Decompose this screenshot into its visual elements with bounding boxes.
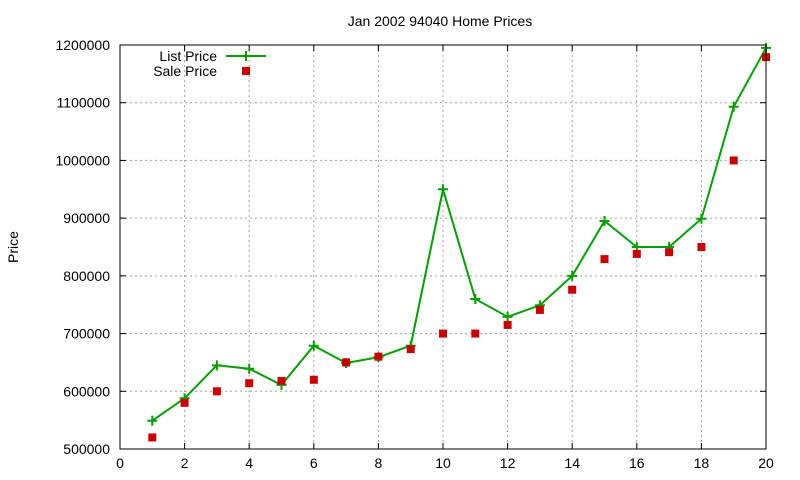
x-tick-label: 6 <box>310 455 318 471</box>
data-point-sale-price <box>697 243 706 251</box>
x-tick-label: 8 <box>375 455 383 471</box>
data-point-sale-price <box>342 358 351 367</box>
legend-marker-sale-price <box>242 67 250 75</box>
data-point-sale-price <box>439 329 447 338</box>
data-point-list-price <box>599 216 610 227</box>
y-tick-label: 1100000 <box>57 95 111 111</box>
x-tick-label: 12 <box>500 455 516 471</box>
data-point-sale-price <box>665 248 674 257</box>
data-point-list-price <box>438 184 448 195</box>
data-point-sale-price <box>212 387 221 396</box>
data-point-sale-price <box>729 156 738 165</box>
legend-label-list-price: List Price <box>159 48 217 64</box>
data-point-sale-price <box>406 345 415 354</box>
legend: List Price Sale Price <box>153 48 266 79</box>
x-tick-label: 16 <box>629 455 645 471</box>
data-point-sale-price <box>277 376 286 385</box>
y-tick-label: 800000 <box>63 268 110 284</box>
x-tick-label: 20 <box>758 455 774 471</box>
y-tick-label: 700000 <box>63 326 110 342</box>
data-point-list-price <box>244 363 255 374</box>
data-point-sale-price <box>632 249 641 258</box>
data-point-list-price <box>502 311 513 322</box>
data-point-sale-price <box>374 352 383 361</box>
data-point-list-price <box>147 415 158 426</box>
chart-title: Jan 2002 94040 Home Prices <box>348 13 532 29</box>
data-point-list-price <box>567 270 578 281</box>
y-axis-label: Price <box>5 231 21 263</box>
data-point-list-price <box>308 340 319 351</box>
data-point-sale-price <box>568 285 577 294</box>
y-tick-label: 1200000 <box>55 37 110 53</box>
series-layer <box>147 42 771 442</box>
x-tick-label: 0 <box>116 455 124 471</box>
y-tick-label: 600000 <box>63 383 110 399</box>
data-point-sale-price <box>503 320 512 329</box>
data-point-list-price <box>211 360 222 371</box>
data-point-list-price <box>696 213 707 224</box>
legend-marker-list-price <box>241 51 251 61</box>
y-tick-label: 500000 <box>63 441 110 457</box>
series-line-list-price <box>151 47 767 422</box>
data-point-sale-price <box>180 398 189 407</box>
x-tick-label: 4 <box>245 455 253 471</box>
data-point-sale-price <box>309 375 318 384</box>
plot-border <box>119 44 767 450</box>
x-tick-label: 14 <box>564 455 580 471</box>
x-tick-label: 2 <box>181 455 189 471</box>
data-point-sale-price <box>148 433 157 442</box>
data-point-list-price <box>728 101 739 112</box>
y-tick-label: 900000 <box>63 210 110 226</box>
data-point-sale-price <box>245 379 254 388</box>
data-point-list-price <box>470 293 481 304</box>
x-tick-label: 10 <box>435 455 451 471</box>
axis-ticks: 0 2 4 6 8 10 12 14 16 18 20 500000 600000 700000 80000… <box>55 37 774 471</box>
legend-label-sale-price: Sale Price <box>153 63 217 79</box>
x-tick-label: 18 <box>694 455 710 471</box>
data-point-sale-price <box>471 329 480 338</box>
data-point-sale-price <box>535 305 544 314</box>
y-tick-label: 1000000 <box>55 152 110 168</box>
data-point-sale-price <box>600 255 609 264</box>
